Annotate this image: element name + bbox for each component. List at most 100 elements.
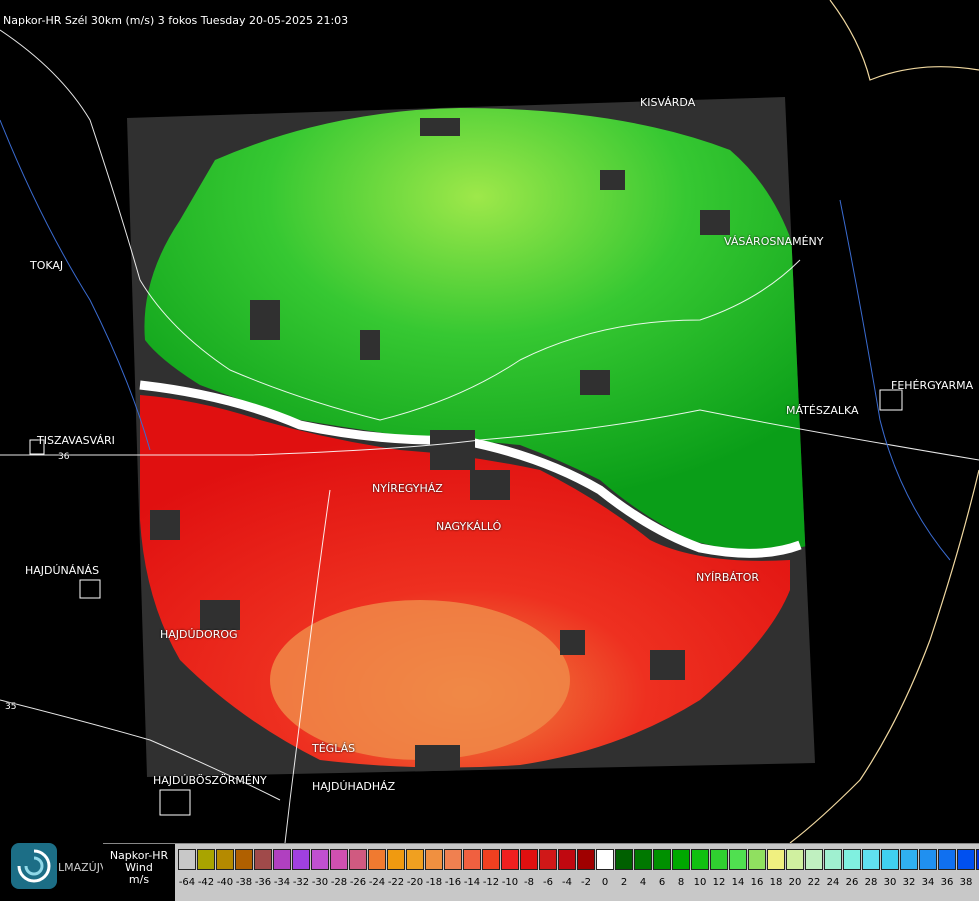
legend-tick-label: 12 bbox=[713, 877, 726, 888]
legend-tick-label: 22 bbox=[808, 877, 821, 888]
legend-tick-label: -16 bbox=[445, 877, 461, 888]
legend-swatch bbox=[539, 849, 557, 870]
legend-tick-label: -24 bbox=[369, 877, 385, 888]
legend-tick-label: 8 bbox=[678, 877, 684, 888]
legend-swatch bbox=[406, 849, 424, 870]
legend-tick-label: 34 bbox=[922, 877, 935, 888]
legend-tick-label: 16 bbox=[751, 877, 764, 888]
legend-swatch bbox=[235, 849, 253, 870]
legend-tick-label: -14 bbox=[464, 877, 480, 888]
road-label-35: 35 bbox=[5, 702, 16, 712]
legend-tick-label: -18 bbox=[426, 877, 442, 888]
legend-tick-label: -4 bbox=[562, 877, 572, 888]
city-label-hajdunanas: HAJDÚNÁNÁS bbox=[25, 564, 99, 577]
legend-tick-label: 2 bbox=[621, 877, 627, 888]
legend-swatch bbox=[463, 849, 481, 870]
legend-tick-label: -32 bbox=[293, 877, 309, 888]
legend-tick-label: 10 bbox=[694, 877, 707, 888]
city-label-nyirbator: NYÍRBÁTOR bbox=[696, 571, 759, 584]
legend-swatch bbox=[178, 849, 196, 870]
legend-swatch bbox=[767, 849, 785, 870]
legend-title: Napkor-HR Wind m/s bbox=[103, 844, 175, 901]
legend-swatch bbox=[216, 849, 234, 870]
legend-swatch bbox=[710, 849, 728, 870]
legend-swatch bbox=[919, 849, 937, 870]
radar-map bbox=[0, 0, 979, 843]
legend-swatch bbox=[786, 849, 804, 870]
legend-swatch bbox=[900, 849, 918, 870]
wind-legend: Napkor-HR Wind m/s -64-42-40-38-36-34-32… bbox=[103, 843, 979, 901]
country-border bbox=[790, 0, 979, 843]
legend-tick-label: -12 bbox=[483, 877, 499, 888]
city-label-hajdudorog: HAJDÚDOROG bbox=[160, 628, 238, 641]
legend-swatch bbox=[881, 849, 899, 870]
legend-swatch bbox=[273, 849, 291, 870]
legend-swatches bbox=[178, 849, 979, 870]
legend-swatch bbox=[634, 849, 652, 870]
legend-swatch bbox=[748, 849, 766, 870]
legend-swatch bbox=[862, 849, 880, 870]
legend-swatch bbox=[311, 849, 329, 870]
legend-tick-label: -26 bbox=[350, 877, 366, 888]
city-label-fehergyarmat: FEHÉRGYARMA bbox=[891, 379, 973, 392]
legend-tick-label: 38 bbox=[960, 877, 973, 888]
legend-tick-label: -10 bbox=[502, 877, 518, 888]
legend-swatch bbox=[691, 849, 709, 870]
legend-swatch bbox=[653, 849, 671, 870]
legend-swatch bbox=[805, 849, 823, 870]
legend-tick-label: 20 bbox=[789, 877, 802, 888]
legend-tick-label: 4 bbox=[640, 877, 646, 888]
legend-swatch bbox=[425, 849, 443, 870]
city-label-hajduboszormeny: HAJDÚBÖSZÖRMÉNY bbox=[153, 774, 267, 787]
legend-swatch bbox=[843, 849, 861, 870]
legend-tick-label: -22 bbox=[388, 877, 404, 888]
legend-tick-label: 24 bbox=[827, 877, 840, 888]
legend-tick-label: -28 bbox=[331, 877, 347, 888]
legend-tick-label: 30 bbox=[884, 877, 897, 888]
legend-swatch bbox=[349, 849, 367, 870]
legend-swatch bbox=[197, 849, 215, 870]
legend-tick-label: -34 bbox=[274, 877, 290, 888]
legend-tick-label: 32 bbox=[903, 877, 916, 888]
legend-swatch bbox=[501, 849, 519, 870]
legend-swatch bbox=[444, 849, 462, 870]
legend-swatch bbox=[672, 849, 690, 870]
legend-tick-label: -2 bbox=[581, 877, 591, 888]
legend-tick-label: 14 bbox=[732, 877, 745, 888]
legend-tick-label: 18 bbox=[770, 877, 783, 888]
legend-swatch bbox=[577, 849, 595, 870]
legend-swatch bbox=[938, 849, 956, 870]
legend-swatch bbox=[368, 849, 386, 870]
legend-swatch bbox=[957, 849, 975, 870]
legend-tick-label: 6 bbox=[659, 877, 665, 888]
city-label-tokaj: TOKAJ bbox=[30, 259, 63, 272]
city-label-kisvarda: KISVÁRDA bbox=[640, 96, 695, 109]
legend-tick-label: -6 bbox=[543, 877, 553, 888]
legend-swatch bbox=[596, 849, 614, 870]
legend-swatch bbox=[558, 849, 576, 870]
legend-tick-label: -8 bbox=[524, 877, 534, 888]
legend-tick-label: 0 bbox=[602, 877, 608, 888]
orange-core bbox=[270, 600, 570, 760]
legend-swatch bbox=[824, 849, 842, 870]
city-label-hajduhadhaz: HAJDÚHADHÁZ bbox=[312, 780, 395, 793]
city-label-nagykallo: NAGYKÁLLÓ bbox=[436, 520, 501, 533]
road-label-36: 36 bbox=[58, 452, 69, 462]
legend-tick-label: -38 bbox=[236, 877, 252, 888]
legend-swatch bbox=[254, 849, 272, 870]
legend-tick-label: -20 bbox=[407, 877, 423, 888]
city-label-vasarosnameny: VÁSÁROSNAMÉNY bbox=[724, 235, 823, 248]
legend-swatch bbox=[330, 849, 348, 870]
legend-swatch bbox=[387, 849, 405, 870]
legend-swatch bbox=[292, 849, 310, 870]
swirl-icon bbox=[11, 843, 57, 889]
weather-service-logo bbox=[11, 843, 57, 889]
city-label-tiszavasvari: TISZAVASVÁRI bbox=[37, 434, 115, 447]
city-label-mateszalka: MÁTÉSZALKA bbox=[786, 404, 859, 417]
legend-swatch bbox=[615, 849, 633, 870]
city-label-nyiregyhaza: NYÍREGYHÁZ bbox=[372, 482, 443, 495]
legend-swatch bbox=[482, 849, 500, 870]
legend-tick-label: -42 bbox=[198, 877, 214, 888]
legend-tick-label: -64 bbox=[179, 877, 195, 888]
legend-tick-label: -30 bbox=[312, 877, 328, 888]
